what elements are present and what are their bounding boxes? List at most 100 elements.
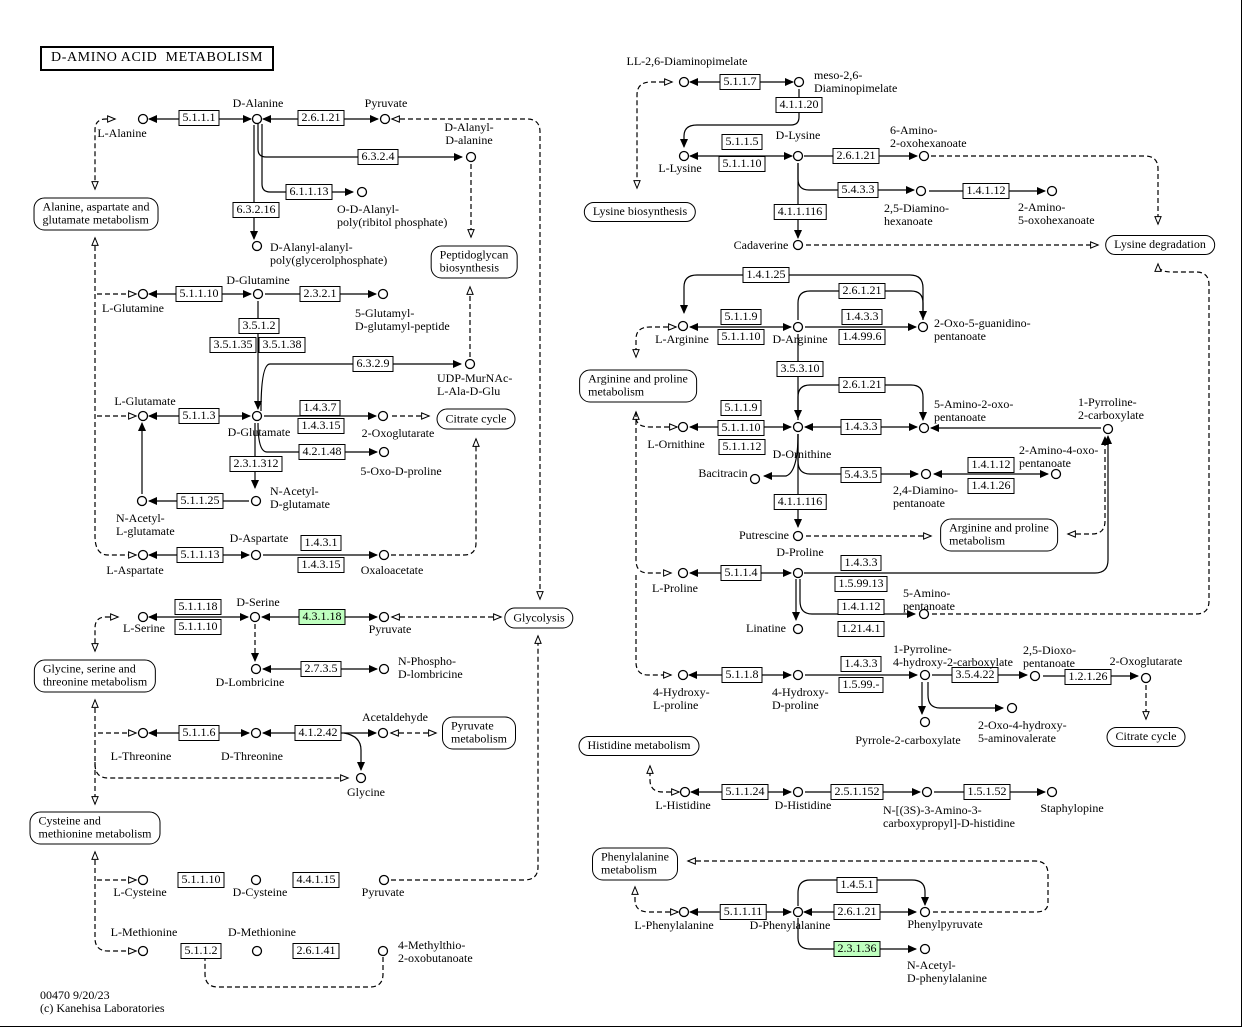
enzyme-box[interactable]: 1.4.1.26 [967,478,1015,494]
metabolite-node[interactable] [1102,423,1114,435]
enzyme-box[interactable]: 1.4.3.7 [299,400,341,416]
metabolite-node[interactable] [1046,786,1058,798]
enzyme-box[interactable]: 1.4.1.12 [837,599,885,615]
metabolite-node[interactable] [137,945,149,957]
metabolite-node[interactable] [1046,185,1058,197]
pathway-link-box[interactable]: Arginine and proline metabolism [940,518,1058,552]
metabolite-node[interactable] [792,530,804,542]
enzyme-box[interactable]: 2.6.1.41 [292,943,340,959]
enzyme-box[interactable]: 1.4.1.25 [742,267,790,283]
pathway-link-box[interactable]: Histidine metabolism [578,736,700,756]
enzyme-box[interactable]: 2.6.1.21 [833,904,881,920]
enzyme-box[interactable]: 5.1.1.3 [178,408,220,424]
metabolite-node[interactable] [792,786,804,798]
enzyme-box[interactable]: 5.1.1.7 [719,74,761,90]
metabolite-node[interactable] [377,288,389,300]
metabolite-node[interactable] [792,150,804,162]
enzyme-box[interactable]: 5.1.1.10 [717,329,765,345]
enzyme-box[interactable]: 4.1.2.42 [294,725,342,741]
enzyme-box[interactable]: 6.3.2.9 [352,356,394,372]
metabolite-node[interactable] [137,288,149,300]
enzyme-box[interactable]: 3.5.4.22 [951,667,999,683]
metabolite-node[interactable] [1029,670,1041,682]
metabolite-node[interactable] [251,113,263,125]
metabolite-node[interactable] [377,945,389,957]
metabolite-node[interactable] [792,623,804,635]
metabolite-node[interactable] [792,906,804,918]
metabolite-node[interactable] [917,321,929,333]
metabolite-node[interactable] [679,786,691,798]
enzyme-box[interactable]: 5.1.1.12 [718,439,766,455]
enzyme-box[interactable]: 5.1.1.11 [719,904,767,920]
metabolite-node[interactable] [918,422,930,434]
enzyme-box[interactable]: 1.5.99.- [838,677,884,693]
enzyme-box[interactable]: 2.6.1.21 [838,283,886,299]
metabolite-node[interactable] [355,772,367,784]
pathway-link-box[interactable]: Citrate cycle [1106,727,1186,747]
metabolite-node[interactable] [378,549,390,561]
metabolite-node[interactable] [251,240,263,252]
enzyme-box[interactable]: 2.6.1.21 [838,377,886,393]
metabolite-node[interactable] [677,669,689,681]
metabolite-node[interactable] [677,320,689,332]
enzyme-box[interactable]: 3.5.1.2 [238,318,280,334]
metabolite-node[interactable] [678,906,690,918]
enzyme-box[interactable]: 5.1.1.2 [180,943,222,959]
metabolite-node[interactable] [915,185,927,197]
metabolite-node[interactable] [377,410,389,422]
metabolite-node[interactable] [919,669,931,681]
enzyme-box[interactable]: 5.1.1.10 [718,156,766,172]
enzyme-box[interactable]: 1.4.3.15 [297,557,345,573]
enzyme-box[interactable]: 5.1.1.5 [721,134,763,150]
metabolite-node[interactable] [678,150,690,162]
enzyme-box[interactable]: 3.5.1.35 [209,337,257,353]
enzyme-box[interactable]: 4.1.1.116 [773,204,827,220]
pathway-link-box[interactable]: Arginine and proline metabolism [579,369,697,403]
metabolite-node[interactable] [918,150,930,162]
metabolite-node[interactable] [137,727,149,739]
metabolite-node[interactable] [378,663,390,675]
enzyme-box[interactable]: 6.3.2.4 [357,149,399,165]
enzyme-box[interactable]: 3.5.1.38 [258,337,306,353]
metabolite-node[interactable] [378,446,390,458]
metabolite-node[interactable] [379,113,391,125]
metabolite-node[interactable] [677,567,689,579]
enzyme-box[interactable]: 5.1.1.10 [177,872,225,888]
enzyme-box[interactable]: 2.6.1.21 [297,110,345,126]
metabolite-node[interactable] [251,410,263,422]
enzyme-box[interactable]: 6.3.2.16 [232,202,280,218]
metabolite-node[interactable] [792,567,804,579]
metabolite-node[interactable] [919,906,931,918]
enzyme-box[interactable]: 4.1.1.20 [775,97,823,113]
metabolite-node[interactable] [378,611,390,623]
metabolite-node[interactable] [249,611,261,623]
enzyme-box[interactable]: 1.4.3.3 [840,656,882,672]
pathway-link-box[interactable]: Cysteine and methionine metabolism [29,811,161,845]
enzyme-box[interactable]: 5.1.1.9 [720,309,762,325]
metabolite-node[interactable] [918,608,930,620]
enzyme-box[interactable]: 5.1.1.1 [178,110,220,126]
metabolite-node[interactable] [921,786,933,798]
metabolite-node[interactable] [250,663,262,675]
enzyme-box[interactable]: 2.7.3.5 [300,661,342,677]
enzyme-box[interactable]: 2.3.1.36 [833,941,881,957]
metabolite-node[interactable] [1006,702,1018,714]
enzyme-box[interactable]: 1.4.3.3 [840,419,882,435]
metabolite-node[interactable] [136,495,148,507]
enzyme-box[interactable]: 1.4.3.1 [300,535,342,551]
metabolite-node[interactable] [250,874,262,886]
pathway-link-box[interactable]: Peptidoglycan biosynthesis [430,245,518,279]
enzyme-box[interactable]: 2.6.1.21 [832,148,880,164]
enzyme-box[interactable]: 5.1.1.18 [174,599,222,615]
metabolite-node[interactable] [464,358,476,370]
metabolite-node[interactable] [137,410,149,422]
enzyme-box[interactable]: 5.1.1.10 [717,420,765,436]
metabolite-node[interactable] [356,186,368,198]
enzyme-box[interactable]: 4.1.1.116 [773,494,827,510]
metabolite-node[interactable] [792,669,804,681]
pathway-link-box[interactable]: Glycolysis [504,607,574,629]
metabolite-node[interactable] [920,468,932,480]
enzyme-box[interactable]: 2.3.1.312 [229,456,283,472]
metabolite-node[interactable] [678,76,690,88]
enzyme-box[interactable]: 3.5.3.10 [776,361,824,377]
